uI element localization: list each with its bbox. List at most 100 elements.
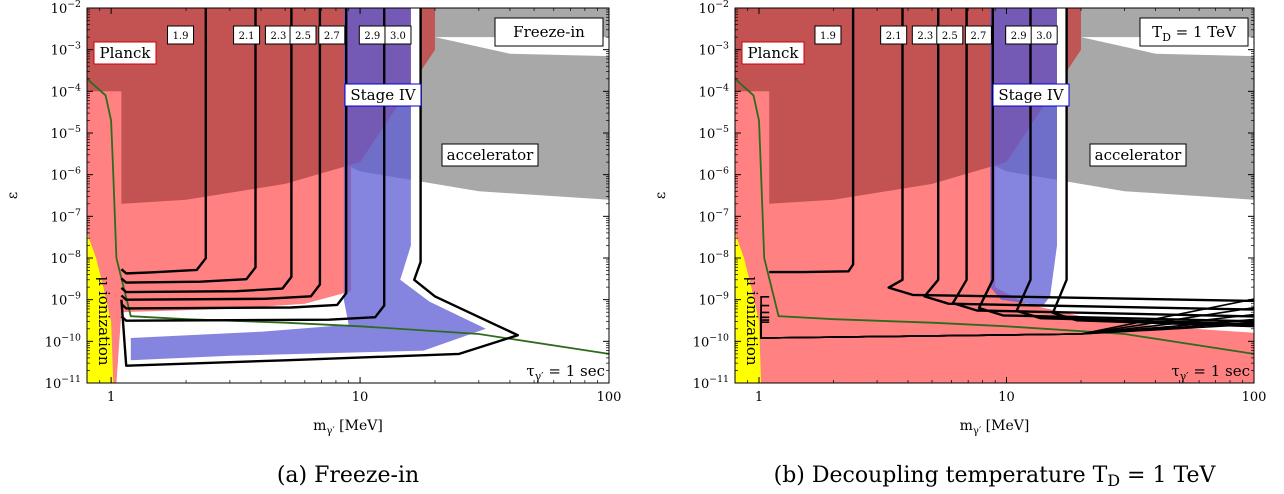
y-axis-label: ε [653,192,669,199]
x-axis-label-sub: γ′ [973,426,982,437]
y-tick-label: 10−10 [45,332,81,350]
panel-1: 10−1110−1010−910−810−710−610−510−410−310… [5,0,621,437]
corner-label-sub: D [1162,31,1171,44]
contour-label: 3.0 [1036,31,1052,42]
corner-label-part: T [1152,23,1162,41]
contour-2.9 [1015,8,1254,326]
y-tick-label: 10−7 [699,207,729,225]
y-tick-label-part: 10 [45,335,62,350]
y-tick-label: 10−2 [699,0,729,17]
stage-iv-region [990,8,1057,307]
y-tick-label-part: 10 [699,127,716,142]
y-tick-label-sup: −2 [67,0,81,10]
contour-2.7 [120,8,348,310]
y-tick-label: 10−5 [699,124,729,142]
y-tick-label-sup: −10 [709,332,729,343]
lifetime-label-part: = 1 sec [544,362,605,380]
lifetime-label-part: = 1 sec [1189,362,1250,380]
y-tick-label-sup: −11 [709,374,729,385]
y-tick-label-part: 10 [51,210,68,225]
contour-label: 1.9 [173,31,189,42]
accelerator-label: accelerator [1095,146,1182,164]
x-axis-label-part: m [313,418,326,434]
stage-iv-label-part: Stage IV [350,86,416,104]
corner-label: Freeze-in [513,23,585,41]
x-tick-label: 10 [998,390,1015,405]
contour-3.0 [1051,8,1254,328]
y-axis-label: ε [5,192,21,199]
contour-2.3 [120,8,293,294]
y-tick-label-part: 10 [699,210,716,225]
y-tick-label-part: 10 [51,294,68,309]
y-tick-label: 10−6 [51,166,81,184]
panel-caption-sub: D [1107,471,1120,490]
y-tick-label-sup: −8 [67,249,81,260]
contour-label: 2.3 [917,31,933,42]
accelerator-label-part: accelerator [1095,146,1182,164]
accelerator-label: accelerator [447,146,534,164]
corner-label-box [1139,17,1249,47]
y-tick-label-part: 10 [51,2,68,17]
y-tick-label-sup: −8 [715,249,729,260]
y-tick-label-sup: −6 [715,166,729,177]
y-tick-label-sup: −10 [61,332,81,343]
x-axis-label-sub: γ′ [326,426,335,437]
y-tick-label: 10−10 [693,332,729,350]
y-tick-label-sup: −5 [67,124,81,135]
contour-label: 2.5 [942,31,958,42]
y-tick-label-part: 10 [45,377,62,392]
contour-2.5 [951,8,1254,318]
y-tick-label-sup: −6 [67,166,81,177]
contour-1.9 [769,8,855,274]
lifetime-label: τγ′ = 1 sec [1171,362,1250,383]
contour-label: 2.3 [270,31,286,42]
contour-label: 2.5 [295,31,311,42]
stage-iv-label-box [992,83,1070,107]
contour-2.9 [120,8,386,322]
contour-2.3 [923,8,1254,311]
y-tick-label-part: 10 [699,294,716,309]
y-tick-label-sup: −3 [67,41,81,52]
y-tick-label-part: 10 [51,127,68,142]
y-tick-label-sup: −4 [715,82,729,93]
contour-label: 2.1 [239,31,255,42]
plot-frame [734,7,1255,384]
panel-caption-part: = 1 TeV [1120,463,1216,488]
contour-label-box [1030,25,1058,45]
y-tick-label-part: 10 [51,252,68,267]
planck-label-box [93,41,157,65]
y-tick-label: 10−4 [51,82,81,100]
y-tick-label: 10−9 [51,291,81,309]
y-tick-label-sup: −11 [61,374,81,385]
planck-label-box [741,41,805,65]
contour-label-box [289,25,317,45]
x-tick-label: 10 [352,390,369,405]
y-tick-label-sup: −7 [67,207,81,218]
plot-frame [86,7,610,384]
stage-iv-halo [1050,8,1067,307]
contour-2.7 [977,8,1254,323]
stage-iv-label: Stage IV [998,86,1064,104]
lifetime-label: τγ′ = 1 sec [526,362,605,383]
lifetime-label-sub: γ′ [535,370,544,383]
contour-label-box [318,25,346,45]
panel-caption-part: (a) Freeze-in [277,463,419,488]
plot-area [87,8,609,383]
y-tick-label: 10−2 [51,0,81,17]
x-tick-label: 100 [1242,390,1267,405]
contour-1.9 [120,8,208,275]
accelerator-label-part: accelerator [447,146,534,164]
x-axis-label-part: m [960,418,973,434]
y-tick-label-sup: −2 [715,0,729,10]
x-tick-label: 1 [107,390,115,405]
contour-2.1 [887,8,1254,303]
y-tick-label-sup: −3 [715,41,729,52]
mu-ionization-label: μ ionization [95,276,113,366]
y-tick-label: 10−6 [699,166,729,184]
mu-ionization-label: μ ionization [743,276,761,366]
contour-2.5 [120,8,322,301]
contour-label-box [964,25,992,45]
plot-area [735,8,1254,383]
mu-ionization-region [87,232,114,383]
